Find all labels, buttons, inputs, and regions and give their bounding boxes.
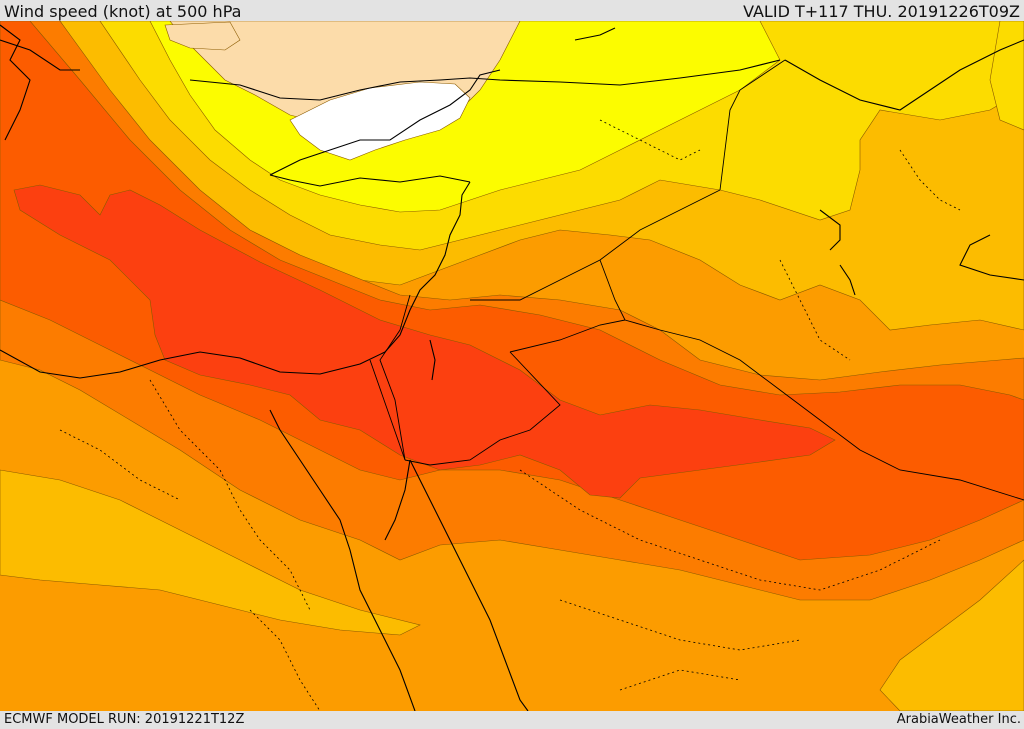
- footer-bar: ECMWF MODEL RUN: 20191221T12Z ArabiaWeat…: [0, 711, 1024, 729]
- admin-boundaries: [59, 119, 961, 711]
- band-jet-core: [13, 184, 836, 499]
- band-yellow-east: [989, 21, 1024, 131]
- coastlines: [0, 24, 1024, 711]
- valid-time: VALID T+117 THU. 20191226T09Z: [743, 2, 1020, 21]
- band-light-nw: [164, 21, 241, 51]
- header-bar: Wind speed (knot) at 500 hPa VALID T+117…: [0, 0, 1024, 21]
- weather-map[interactable]: [0, 21, 1024, 711]
- band-amber-se: [879, 559, 1024, 711]
- model-run: ECMWF MODEL RUN: 20191221T12Z: [4, 712, 245, 727]
- credit: ArabiaWeather Inc.: [896, 712, 1021, 727]
- map-title: Wind speed (knot) at 500 hPa: [4, 2, 242, 21]
- country-borders: [369, 59, 1024, 501]
- wind-speed-map-svg: [0, 21, 1024, 711]
- band-amber-sw: [0, 469, 421, 636]
